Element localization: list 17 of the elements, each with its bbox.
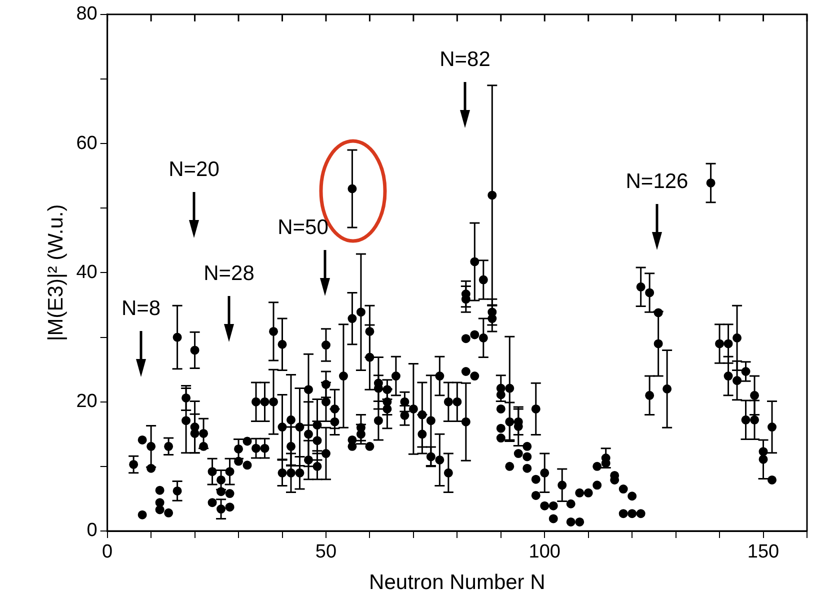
x-tick-label: 100: [528, 542, 560, 563]
y-tick-label: 80: [76, 4, 98, 25]
x-axis-title: Neutron Number N: [369, 571, 546, 594]
y-tick-label: 60: [76, 132, 98, 154]
annotation: N=20: [168, 158, 220, 182]
y-tick-label: 20: [76, 391, 98, 412]
y-tick-label: 40: [76, 262, 98, 283]
annotation: N=126: [626, 170, 688, 194]
annotation: N=8: [121, 297, 161, 321]
x-tick-label: 0: [102, 542, 113, 563]
y-axis-title: |M(E3)|² (W.u.): [44, 204, 68, 342]
x-tick-label: 50: [315, 542, 337, 563]
annotation: N=50: [278, 216, 328, 240]
y-tick-label: 0: [86, 520, 98, 542]
x-tick-label: 150: [747, 542, 780, 563]
annotation: N=82: [440, 48, 490, 72]
annotation: N=28: [204, 262, 254, 286]
